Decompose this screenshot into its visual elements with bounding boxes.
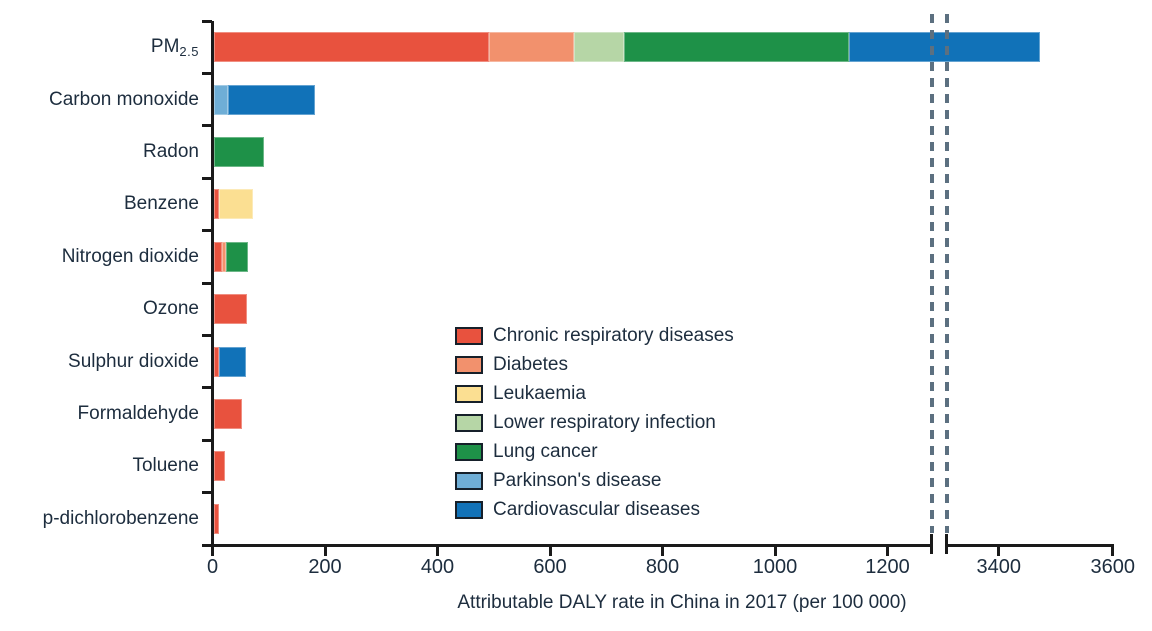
x-axis-tick-label: 0: [206, 556, 219, 578]
category-label-ozone: Ozone: [143, 298, 199, 320]
x-axis-tick-label: 1000: [752, 556, 798, 578]
legend-item-label: Lower respiratory infection: [493, 412, 716, 433]
legend-item: Parkinson's disease: [455, 470, 734, 491]
bar-segment: [213, 503, 220, 534]
legend-swatch: [455, 414, 483, 432]
bar-segment: [213, 294, 248, 325]
bar-segment: [213, 451, 225, 482]
bar-segment: [213, 399, 242, 429]
category-label-carbon-monoxide: Carbon monoxide: [49, 88, 199, 110]
legend: Chronic respiratory diseases Diabetes Leuk…: [455, 325, 734, 520]
legend-item: Lung cancer: [455, 441, 734, 462]
bar-segment: [213, 137, 265, 167]
x-axis-line-after-break: [945, 543, 1114, 547]
legend-item-label: Chronic respiratory diseases: [493, 325, 734, 346]
x-axis-tick: [211, 546, 214, 556]
category-label-toluene: Toluene: [132, 455, 199, 477]
legend-swatch: [455, 501, 483, 519]
legend-item: Leukaemia: [455, 383, 734, 404]
y-axis-tick: [202, 19, 212, 23]
axis-break-dashed-line-left: [929, 14, 934, 533]
category-label-p-dichlorobenzene: p-dichlorobenzene: [42, 507, 199, 529]
x-axis-tick-label: 1200: [865, 556, 910, 578]
legend-swatch: [455, 443, 483, 461]
legend-item-label: Leukaemia: [493, 383, 586, 404]
axis-break-cap-left: [929, 534, 933, 554]
y-axis-tick: [202, 281, 212, 285]
bar-segment: [227, 84, 315, 115]
axis-break-cap-right: [944, 534, 948, 554]
y-axis-tick: [202, 386, 212, 390]
bar-segment: [489, 32, 574, 63]
category-label-formaldehyde: Formaldehyde: [77, 403, 199, 424]
x-axis-tick: [1111, 546, 1115, 556]
bar-segment: [849, 32, 1040, 63]
x-axis-tick-label: 600: [533, 556, 567, 578]
category-label-pm2-5: PM2.5: [150, 36, 199, 60]
y-axis-tick: [202, 124, 212, 128]
x-axis-tick-label: 200: [308, 556, 342, 578]
category-label-nitrogen-dioxide: Nitrogen dioxide: [61, 245, 199, 267]
legend-item-label: Parkinson's disease: [493, 470, 662, 491]
y-axis-line: [210, 21, 214, 547]
x-axis-tick: [886, 546, 889, 556]
bar-segment: [219, 346, 247, 377]
x-axis-tick: [661, 546, 664, 556]
legend-item: Lower respiratory infection: [455, 412, 734, 433]
y-axis-tick: [202, 229, 212, 233]
legend-item-label: Lung cancer: [493, 441, 598, 462]
category-label-sulphur-dioxide: Sulphur dioxide: [68, 350, 199, 372]
bar-segment: [213, 32, 490, 63]
legend-item: Diabetes: [455, 354, 734, 375]
x-axis-tick: [548, 546, 552, 556]
legend-item: Chronic respiratory diseases: [455, 325, 734, 346]
x-axis-tick-label: 3600: [1090, 556, 1136, 578]
x-axis-tick: [323, 546, 327, 556]
bar-segment: [225, 241, 249, 272]
x-axis-tick-label: 800: [645, 556, 680, 578]
legend-swatch: [455, 356, 483, 374]
bar-segment: [221, 241, 226, 272]
axis-break-dashed-line-right: [944, 14, 949, 533]
legend-swatch: [455, 385, 483, 403]
category-label-radon: Radon: [143, 141, 199, 162]
x-axis-tick-label: 400: [420, 556, 455, 578]
y-axis-tick: [202, 71, 212, 75]
y-axis-tick: [202, 333, 212, 337]
bar-segment: [213, 84, 228, 115]
bar-segment: [573, 32, 625, 63]
y-axis-tick: [202, 543, 212, 547]
bar-segment: [213, 241, 222, 272]
legend-swatch: [455, 327, 483, 345]
x-axis-tick: [436, 546, 439, 556]
bar-segment: [624, 32, 850, 63]
category-label-benzene: Benzene: [123, 193, 199, 215]
x-axis-title: Attributable DALY rate in China in 2017 …: [457, 592, 907, 613]
bar-segment: [213, 189, 220, 220]
x-axis-tick: [997, 546, 1001, 556]
x-axis-tick: [773, 546, 777, 556]
legend-item-label: Cardiovascular diseases: [493, 499, 700, 520]
y-axis-tick: [202, 438, 212, 442]
legend-swatch: [455, 472, 483, 490]
legend-item: Cardiovascular diseases: [455, 499, 734, 520]
y-axis-tick: [202, 491, 212, 495]
x-axis-line-before-break: [202, 543, 932, 547]
legend-item-label: Diabetes: [493, 354, 568, 375]
bar-segment: [219, 189, 253, 220]
y-axis-tick: [202, 176, 212, 180]
bar-segment: [213, 346, 220, 377]
x-axis-tick-label: 3400: [976, 556, 1022, 578]
